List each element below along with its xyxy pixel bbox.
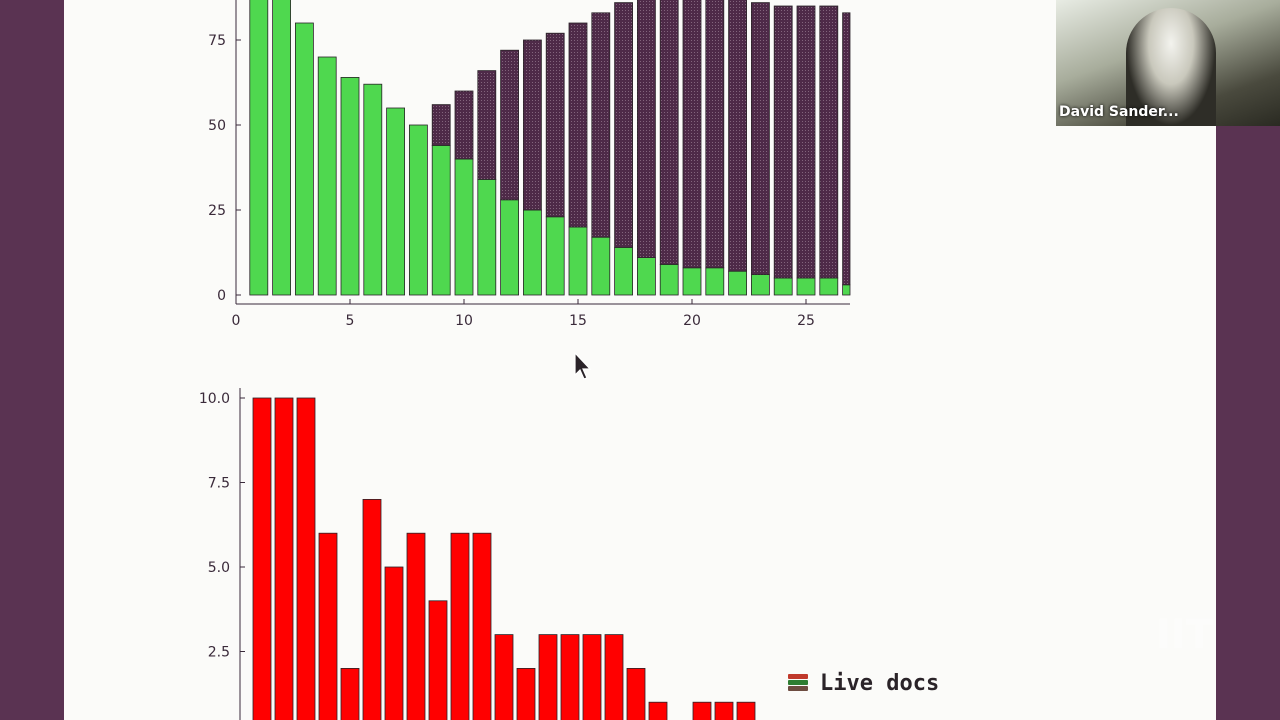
participant-video-image xyxy=(1126,8,1216,126)
purple-bar xyxy=(659,0,679,265)
red-bar xyxy=(626,668,646,720)
purple-bar xyxy=(500,49,520,201)
purple-bar xyxy=(431,104,451,146)
x-tick-label: 5 xyxy=(346,313,355,329)
green-bar xyxy=(500,199,520,296)
y-tick-label: 25 xyxy=(208,203,226,219)
green-bar xyxy=(751,274,770,296)
purple-bar xyxy=(477,70,497,180)
watermark-logo: IIT xyxy=(1156,612,1214,658)
red-bar xyxy=(252,397,272,720)
green-bar xyxy=(682,267,702,296)
red-bar xyxy=(582,634,602,720)
red-bar xyxy=(538,634,558,720)
x-tick-label: 25 xyxy=(797,313,815,329)
purple-bar xyxy=(796,5,816,279)
green-bar xyxy=(591,236,611,296)
purple-bar xyxy=(819,5,839,279)
green-bar xyxy=(545,216,565,296)
purple-bar xyxy=(454,90,474,160)
y-tick-label: 7.5 xyxy=(208,476,230,492)
green-bar xyxy=(796,277,816,296)
green-bar xyxy=(272,0,292,296)
purple-bar xyxy=(751,2,770,275)
red-bar xyxy=(516,668,536,720)
x-tick-label: 20 xyxy=(683,313,701,329)
green-bar xyxy=(431,144,451,296)
y-tick-label: 10.0 xyxy=(199,391,230,407)
purple-bar xyxy=(591,12,611,238)
green-bar xyxy=(249,0,269,296)
red-bar xyxy=(560,634,580,720)
x-tick-label: 10 xyxy=(455,313,473,329)
green-bar xyxy=(386,107,406,296)
red-bar xyxy=(384,566,404,720)
green-bar xyxy=(477,178,497,296)
red-bar xyxy=(692,701,712,720)
green-bar xyxy=(637,257,656,296)
red-bar xyxy=(714,701,734,720)
purple-bar xyxy=(568,22,588,228)
red-bar xyxy=(736,701,756,720)
red-bar xyxy=(648,701,668,720)
green-bar xyxy=(705,267,725,296)
live-docs-button[interactable]: Live docs xyxy=(788,668,939,698)
green-bar xyxy=(728,270,747,296)
green-bar xyxy=(819,277,839,296)
green-bar xyxy=(773,277,793,296)
red-bar xyxy=(450,532,470,720)
purple-bar xyxy=(545,32,565,218)
red-bar xyxy=(604,634,624,720)
books-icon xyxy=(788,674,808,692)
red-bar xyxy=(274,397,294,720)
red-bar xyxy=(494,634,514,720)
x-tick-label: 0 xyxy=(232,313,241,329)
purple-bar xyxy=(637,0,656,259)
red-bar xyxy=(428,600,448,720)
red-bar-chart: 2.5 5.0 7.5 10.0 xyxy=(199,388,756,720)
purple-bar xyxy=(842,12,851,286)
red-bar xyxy=(318,532,338,720)
green-bar xyxy=(408,124,428,296)
y-tick-label: 5.0 xyxy=(208,560,230,576)
green-bar xyxy=(294,22,314,296)
green-bar xyxy=(523,209,542,296)
purple-bar xyxy=(705,0,725,269)
red-bar xyxy=(406,532,426,720)
live-docs-label: Live docs xyxy=(820,670,940,696)
green-bar xyxy=(340,77,360,296)
red-bar xyxy=(340,668,360,720)
y-tick-label: 75 xyxy=(208,33,226,49)
mouse-cursor-icon xyxy=(574,352,592,380)
purple-bar xyxy=(682,0,702,269)
green-bar xyxy=(568,226,588,296)
green-bar xyxy=(454,158,474,296)
green-bar xyxy=(363,83,383,296)
green-bar xyxy=(317,56,337,296)
participant-video-tile[interactable]: David Sander... xyxy=(1056,0,1280,126)
purple-bar xyxy=(614,2,633,248)
purple-bar xyxy=(773,5,793,279)
red-bar xyxy=(362,498,382,720)
green-bar xyxy=(842,284,851,296)
purple-bar xyxy=(728,0,747,272)
y-tick-label: 2.5 xyxy=(208,645,230,661)
y-tick-label: 50 xyxy=(208,118,226,134)
red-bar xyxy=(296,397,316,720)
y-tick-label: 0 xyxy=(217,288,226,304)
red-bar xyxy=(472,532,492,720)
green-bar xyxy=(614,246,633,296)
x-tick-label: 15 xyxy=(569,313,587,329)
stacked-bar-chart: 0 25 50 75 0 5 10 15 20 25 xyxy=(208,0,851,329)
participant-name: David Sander... xyxy=(1059,104,1179,120)
purple-bar xyxy=(523,39,542,211)
green-bar xyxy=(659,263,679,296)
